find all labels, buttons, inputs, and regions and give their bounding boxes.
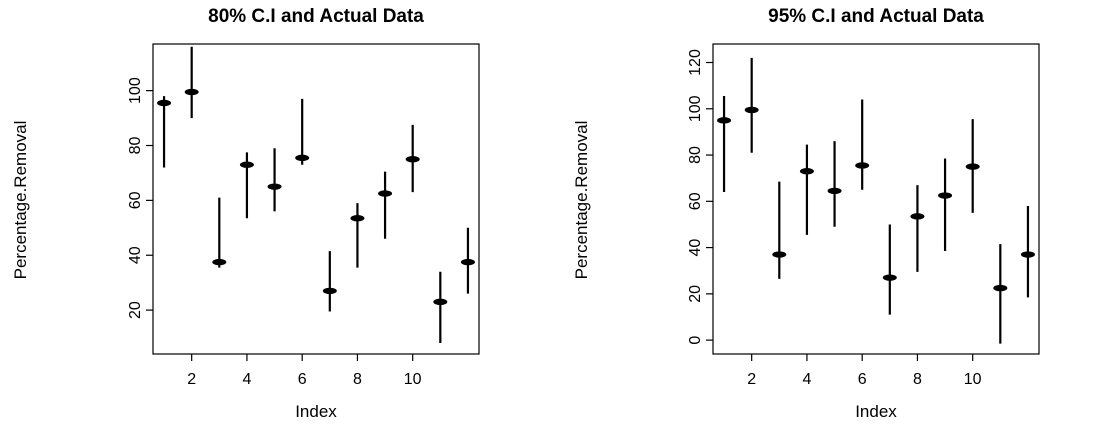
x-tick-label: 6 [858, 371, 867, 388]
chart-title: 95% C.I and Actual Data [768, 6, 984, 27]
y-tick-label: 60 [687, 192, 704, 210]
data-point [350, 215, 365, 222]
data-point [965, 163, 980, 170]
x-tick-label: 10 [404, 371, 422, 388]
data-point [322, 287, 337, 295]
data-point [184, 88, 199, 96]
x-tick-label: 4 [802, 371, 811, 388]
data-point [1020, 251, 1035, 258]
x-axis-label: Index [855, 402, 897, 421]
x-tick-label: 6 [298, 371, 307, 388]
data-point [378, 190, 393, 197]
y-tick-label: 100 [127, 77, 144, 104]
y-tick-label: 40 [127, 246, 144, 264]
data-point [938, 192, 953, 199]
x-tick-label: 2 [187, 371, 196, 388]
data-point [405, 156, 420, 163]
x-axis-label: Index [295, 402, 337, 421]
data-point [239, 161, 254, 168]
ci-95-chart: 95% C.I and Actual Data Index Percentage… [572, 6, 1040, 421]
y-axis-label: Percentage.Removal [572, 121, 591, 280]
data-point [910, 213, 925, 220]
data-point [827, 187, 842, 195]
data-point [882, 274, 897, 281]
y-tick-label: 20 [127, 301, 144, 319]
y-axis-label: Percentage.Removal [11, 121, 30, 280]
plot-frame [152, 43, 480, 355]
data-point [855, 162, 870, 169]
data-point [433, 298, 448, 306]
x-tick-label: 10 [964, 371, 982, 388]
y-tick-label: 120 [687, 49, 704, 76]
y-tick-label: 80 [687, 146, 704, 164]
data-point [460, 258, 475, 266]
y-tick-label: 20 [687, 285, 704, 303]
data-point [267, 183, 282, 190]
x-tick-label: 4 [242, 371, 251, 388]
data-point [157, 99, 172, 107]
y-tick-label: 60 [127, 191, 144, 209]
plot-frame [712, 43, 1040, 355]
y-tick-label: 40 [687, 239, 704, 257]
x-tick-label: 2 [747, 371, 756, 388]
ci-80-chart: 80% C.I and Actual Data Index Percentage… [11, 6, 480, 421]
data-point [717, 117, 732, 124]
x-tick-label: 8 [353, 371, 362, 388]
data-point [799, 168, 814, 175]
data-point [772, 251, 787, 258]
data-point [993, 284, 1008, 292]
x-tick-label: 8 [913, 371, 922, 388]
y-tick-label: 80 [127, 137, 144, 155]
y-tick-label: 100 [687, 95, 704, 122]
data-point [212, 258, 227, 266]
y-tick-label: 0 [687, 336, 704, 345]
data-point [744, 106, 759, 114]
data-point [295, 154, 310, 162]
chart-title: 80% C.I and Actual Data [208, 6, 424, 27]
